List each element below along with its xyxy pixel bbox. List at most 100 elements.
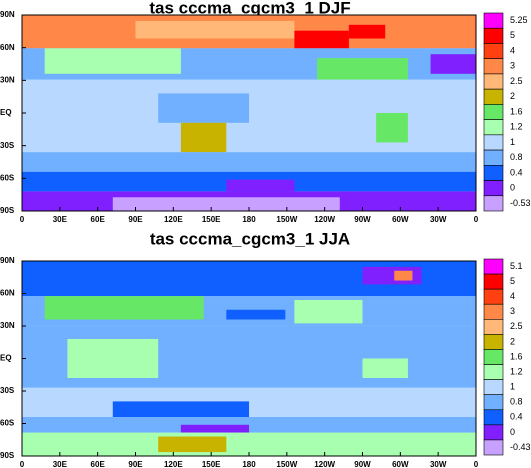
lon-label: 60W (392, 460, 409, 468)
map-title: tas cccma_cgcm3_1 JJA (150, 229, 350, 248)
field-region (226, 179, 295, 192)
field-region (294, 30, 349, 49)
lon-label: 180 (242, 460, 256, 468)
lat-label: 90S (0, 451, 15, 460)
field-region (180, 424, 249, 433)
colorbar-label: 5.1 (510, 261, 523, 271)
lat-label: 60S (0, 419, 15, 428)
colorbar-swatch (483, 288, 504, 305)
colorbar-label: 0.8 (510, 152, 523, 162)
lon-label: 150W (276, 215, 297, 224)
colorbar-swatch (483, 273, 504, 290)
colorbar-label: 1.6 (510, 351, 523, 361)
colorbar-label: 2 (510, 91, 515, 101)
lon-label: 180 (242, 215, 256, 224)
lon-label: 150W (276, 460, 297, 468)
lat-label: 60N (0, 43, 15, 52)
lon-label: 120W (314, 460, 335, 468)
lon-label: 120E (164, 215, 183, 224)
field-region (112, 401, 249, 417)
lat-label: 90S (0, 206, 15, 215)
field-region (362, 266, 422, 285)
colorbar-label: 1 (510, 137, 515, 147)
colorbar-swatch (483, 424, 504, 441)
colorbar-label: 4 (510, 291, 515, 301)
map-title: tas cccma_cgcm3_1 DJF (149, 0, 350, 17)
field-region (430, 54, 476, 74)
field-region (135, 20, 295, 39)
colorbar-label: 0.4 (510, 167, 523, 177)
lon-label: 90W (354, 215, 371, 224)
field-region (22, 152, 476, 172)
lon-label: 90W (354, 460, 371, 468)
lat-label: EQ (0, 354, 12, 363)
field-region (294, 300, 363, 324)
colorbar-label: 0 (510, 183, 515, 193)
colorbar-label: 2 (510, 336, 515, 346)
field-region (44, 48, 181, 74)
lat-label: 30S (0, 141, 15, 150)
lon-label: 30E (53, 460, 68, 468)
colorbar-swatch (483, 303, 504, 320)
colorbar-label: 1.2 (510, 122, 523, 132)
colorbar-swatch (483, 73, 504, 90)
lat-label: 90N (0, 10, 15, 19)
field-region (158, 93, 249, 123)
lon-label: 0 (474, 215, 479, 224)
field-region (158, 436, 227, 453)
colorbar-swatch (483, 119, 504, 136)
lat-label: 90N (0, 256, 15, 265)
colorbar-label: 2.5 (510, 321, 523, 331)
lat-label: 30S (0, 386, 15, 395)
colorbar-label: 5 (510, 30, 515, 40)
colorbar-swatch (483, 180, 504, 197)
field-region (226, 309, 286, 320)
colorbar-label: 3 (510, 306, 515, 316)
colorbar-label: 1.2 (510, 366, 523, 376)
lon-label: 150E (202, 215, 221, 224)
lon-label: 0 (20, 460, 25, 468)
field-region (180, 122, 227, 153)
field-region (67, 339, 159, 378)
colorbar-label: 0 (510, 427, 515, 437)
lon-label: 60E (91, 460, 106, 468)
lat-label: 60N (0, 289, 15, 298)
colorbar-swatch (483, 349, 504, 365)
colorbar-swatch (483, 149, 504, 166)
lon-label: 60E (91, 215, 106, 224)
lon-label: 120W (314, 215, 335, 224)
lon-label: 120E (164, 460, 183, 468)
colorbar-label: 3 (510, 61, 515, 71)
colorbar-swatch (483, 104, 504, 120)
lon-label: 150E (202, 460, 221, 468)
field-region (317, 58, 408, 80)
field-region (112, 197, 340, 211)
colorbar-swatch (483, 258, 504, 275)
lon-label: 0 (20, 215, 25, 224)
field-region (348, 24, 386, 39)
colorbar-swatch (483, 88, 504, 105)
colorbar-swatch (483, 364, 504, 380)
lon-label: 0 (474, 460, 479, 468)
colorbar-swatch (483, 165, 504, 181)
colorbar-swatch (483, 134, 504, 151)
colorbar-swatch (483, 27, 504, 44)
field-region (376, 113, 408, 143)
colorbar-label: 0.4 (510, 412, 523, 422)
colorbar-label: 5 (510, 276, 515, 286)
lat-label: EQ (0, 108, 12, 117)
colorbar-swatch (483, 379, 504, 395)
colorbar-swatch (483, 12, 504, 29)
lat-label: 30N (0, 75, 15, 84)
field-region (394, 270, 413, 281)
field-region (44, 296, 204, 320)
lon-label: 90E (128, 215, 143, 224)
colorbar-label: 1 (510, 382, 515, 392)
lon-label: 30W (430, 460, 447, 468)
lat-label: 30N (0, 321, 15, 330)
colorbar-swatch (483, 195, 504, 212)
colorbar-swatch (483, 43, 504, 59)
colorbar-label: -0.43 (510, 442, 531, 452)
colorbar-label: -0.53 (510, 198, 531, 208)
